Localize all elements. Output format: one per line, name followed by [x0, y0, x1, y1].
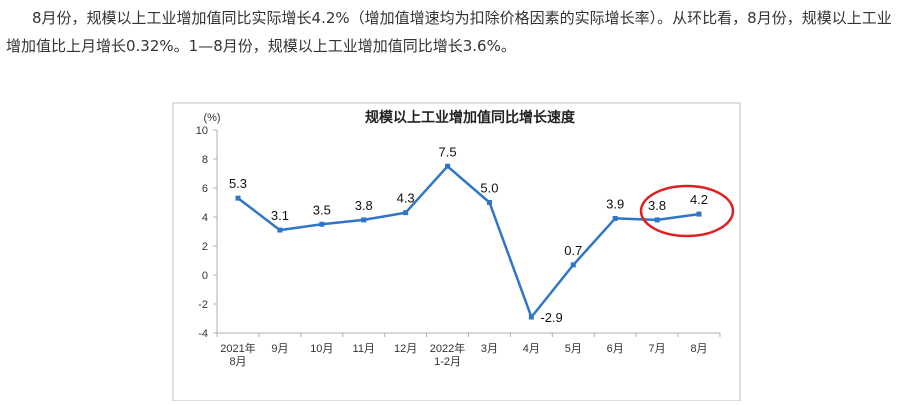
x-tick-label: 12月 [394, 343, 417, 355]
data-label: 3.9 [606, 196, 624, 211]
data-label: 3.5 [313, 202, 331, 217]
data-point [696, 211, 702, 217]
series-line [237, 165, 700, 319]
x-tick-label: 10月 [310, 343, 333, 355]
data-point [654, 217, 660, 223]
y-tick-label: 2 [202, 241, 208, 253]
data-point [319, 221, 325, 227]
data-label: 5.3 [229, 176, 247, 191]
data-label: 5.0 [480, 181, 498, 196]
data-label: 3.8 [355, 198, 373, 213]
data-point [235, 195, 241, 201]
data-point [486, 200, 492, 205]
highlight-circle [639, 184, 735, 238]
data-point [570, 262, 576, 268]
y-axis-ticks: -4 -2 0 2 4 6 8 10 [196, 125, 217, 340]
data-point [528, 314, 534, 320]
data-point [403, 210, 409, 216]
data-labels: 5.3 3.1 3.5 3.8 4.3 7.5 5.0 -2.9 0.7 3.9 3.8 4.2 [229, 144, 708, 325]
x-tick-label: 1-2月 [434, 356, 461, 368]
x-tick-label: 4月 [523, 343, 540, 355]
x-tick-label: 11月 [353, 343, 375, 355]
data-label: 3.1 [271, 208, 289, 223]
data-point [361, 217, 367, 223]
chart-title: 规模以上工业增加值同比增长速度 [365, 109, 576, 125]
y-tick-label: 6 [202, 183, 208, 195]
x-tick-label: 8月 [690, 343, 707, 355]
data-label: 0.7 [564, 243, 582, 258]
data-label: 4.2 [690, 192, 708, 207]
x-tick-label: 9月 [271, 343, 288, 355]
data-label: 7.5 [439, 144, 457, 159]
y-tick-label: 4 [202, 212, 208, 224]
x-tick-label: 6月 [607, 343, 624, 355]
data-point [277, 227, 283, 233]
y-tick-label: -2 [198, 299, 208, 311]
x-tick-label: 3月 [481, 343, 498, 355]
y-tick-label: -4 [198, 328, 208, 340]
data-label: 4.3 [397, 191, 415, 206]
y-tick-label: 10 [196, 125, 208, 137]
x-tick-label: 2022年 [430, 341, 465, 355]
x-tick-label: 7月 [649, 343, 666, 355]
data-point [612, 215, 618, 221]
y-axis-unit-label: (%) [203, 112, 220, 124]
data-label: 3.8 [648, 198, 666, 213]
y-tick-label: 8 [202, 154, 208, 166]
y-tick-label: 0 [202, 270, 208, 282]
x-tick-label: 8月 [229, 356, 246, 368]
series-points [235, 163, 702, 320]
data-label: -2.9 [540, 310, 562, 325]
article-paragraph: 8月份，规模以上工业增加值同比实际增长4.2%（增加值增速均为扣除价格因素的实际… [6, 9, 892, 55]
x-tick-label: 2021年 [220, 341, 255, 355]
data-point [445, 163, 451, 169]
x-tick-label: 5月 [565, 343, 582, 355]
